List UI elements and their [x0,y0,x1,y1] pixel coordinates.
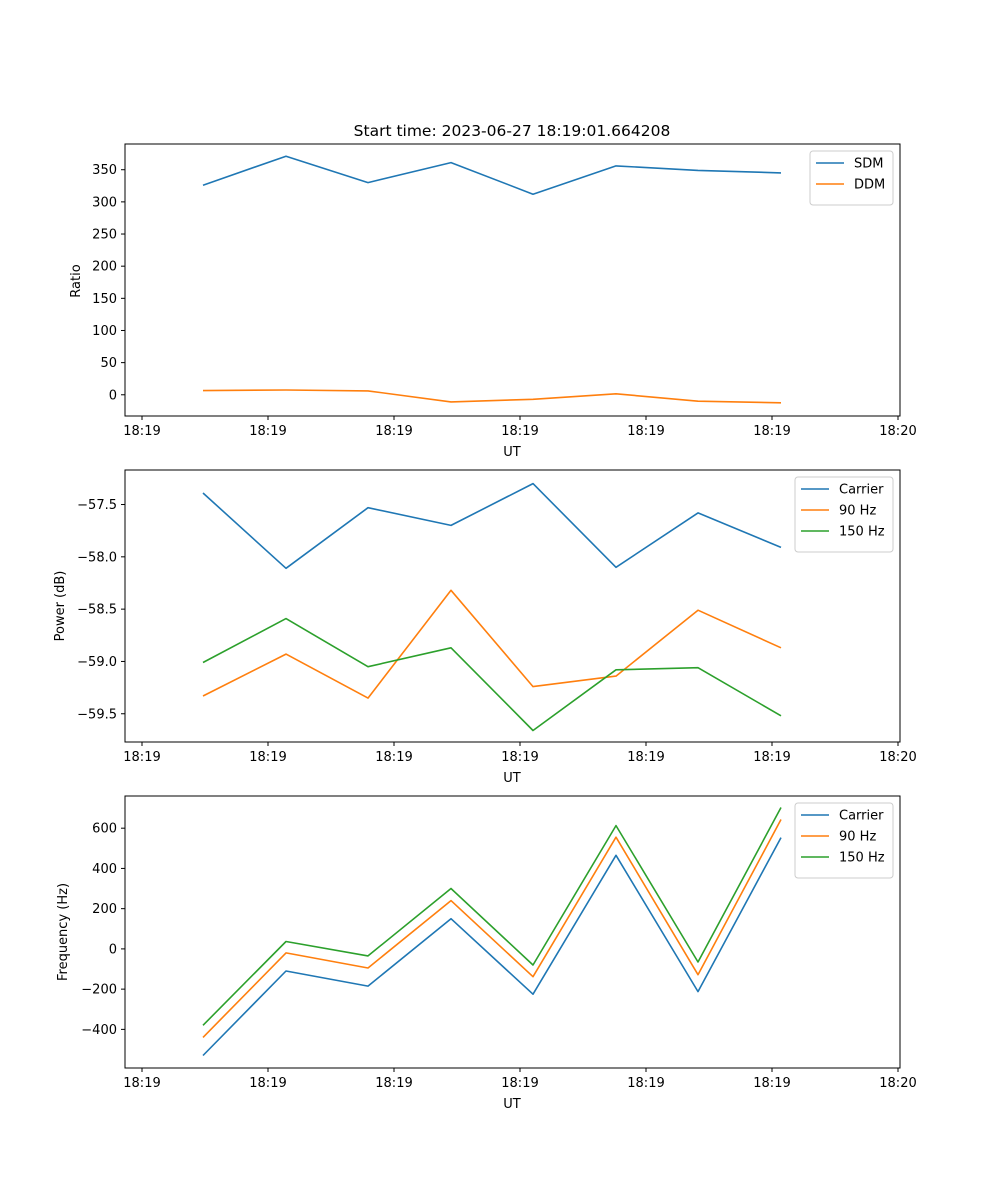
y-axis-label: Power (dB) [53,571,68,642]
legend-box [794,802,894,879]
x-tick-label: 18:19 [375,1076,412,1091]
series-line-carrier [202,482,782,570]
legend-label: 150 Hz [839,525,885,540]
x-axis-label: UT [503,1097,521,1112]
x-tick-label: 18:19 [501,1076,538,1091]
y-axis-label: Frequency (Hz) [56,883,71,981]
y-tick-label: 50 [100,356,117,371]
plot-area: 18:19 18:19 18:19 18:19 18:19 18:19 18:20 0 50 10… [92,143,917,439]
y-tick-label: 250 [92,228,117,243]
x-tick-label: 18:19 [501,424,538,439]
panel-frequency: 18:19 18:19 18:19 18:19 18:19 18:19 18:20 −400 −… [56,795,917,1112]
legend-label: 150 Hz [839,851,885,866]
x-tick-label: 18:19 [627,424,664,439]
legend: SDM DDM [809,150,894,206]
axes-frame [124,143,901,417]
x-tick-label: 18:19 [123,750,160,765]
legend-label: Carrier [839,809,884,824]
legend-box [809,150,894,206]
series-line-carrier [202,837,782,1057]
x-tick-label: 18:19 [753,750,790,765]
y-tick-label: −57.5 [77,498,117,513]
y-tick-label: 150 [92,292,117,307]
axes-frame [124,795,901,1069]
series-line-90-hz [202,589,782,699]
x-tick-label: 18:19 [501,750,538,765]
legend-box [794,476,894,553]
x-axis-label: UT [503,771,521,786]
panel-ratio: Start time: 2023-06-27 18:19:01.664208 1… [69,122,917,460]
x-tick-label: 18:19 [123,424,160,439]
y-tick-label: 350 [92,163,117,178]
x-tick-label: 18:19 [753,1076,790,1091]
y-tick-label: −59.5 [77,707,117,722]
x-tick-label: 18:19 [627,1076,664,1091]
series-line-150-hz [202,807,782,1026]
series-line-ddm [202,389,782,404]
legend-label: SDM [854,157,883,172]
legend-label: DDM [854,178,885,193]
y-tick-label: −400 [81,1023,117,1038]
plot-area: 18:19 18:19 18:19 18:19 18:19 18:19 18:20 −59.5… [77,469,917,765]
y-tick-label: 600 [92,822,117,837]
x-axis-label: UT [503,445,521,460]
x-tick-label: 18:19 [249,424,286,439]
legend: Carrier 90 Hz 150 Hz [794,802,894,879]
series-line-150-hz [202,617,782,732]
legend-label: 90 Hz [839,504,876,519]
x-tick-label: 18:19 [375,750,412,765]
y-tick-label: −59.0 [77,655,117,670]
x-tick-label: 18:20 [879,1076,916,1091]
plot-area: 18:19 18:19 18:19 18:19 18:19 18:19 18:20 −400 −… [81,795,917,1091]
y-tick-label: −58.0 [77,550,117,565]
chart-title: Start time: 2023-06-27 18:19:01.664208 [354,122,671,140]
x-tick-label: 18:19 [249,750,286,765]
axes-frame [124,469,901,743]
y-tick-label: 200 [92,260,117,275]
x-tick-label: 18:19 [375,424,412,439]
legend: Carrier 90 Hz 150 Hz [794,476,894,553]
y-tick-label: 300 [92,195,117,210]
y-tick-label: 400 [92,862,117,877]
x-tick-label: 18:19 [627,750,664,765]
x-tick-label: 18:19 [249,1076,286,1091]
y-tick-label: −200 [81,983,117,998]
legend-label: 90 Hz [839,830,876,845]
y-axis-label: Ratio [69,264,84,297]
y-tick-label: 100 [92,324,117,339]
legend-label: Carrier [839,483,884,498]
x-tick-label: 18:19 [123,1076,160,1091]
x-tick-label: 18:20 [879,424,916,439]
y-tick-label: 200 [92,902,117,917]
x-tick-label: 18:19 [753,424,790,439]
panel-power: 18:19 18:19 18:19 18:19 18:19 18:19 18:20 −59.5… [53,469,917,786]
x-tick-label: 18:20 [879,750,916,765]
y-tick-label: 0 [109,388,117,403]
y-tick-label: −58.5 [77,603,117,618]
series-line-90-hz [202,819,782,1038]
y-tick-label: 0 [109,942,117,957]
series-line-sdm [202,155,782,195]
